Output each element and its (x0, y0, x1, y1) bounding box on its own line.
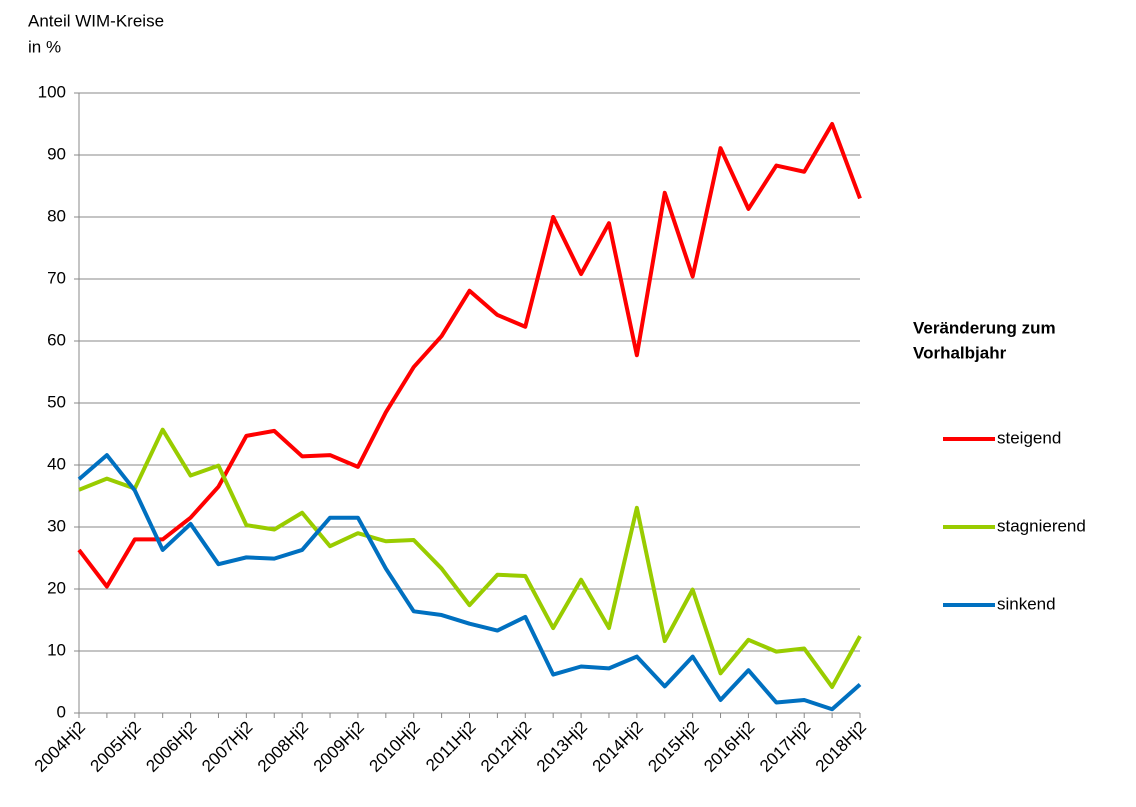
y-tick-label: 10 (47, 640, 66, 659)
y-tick-label: 100 (38, 82, 66, 101)
x-tick-label: 2015Hj2 (644, 718, 702, 776)
x-tick-label: 2012Hj2 (477, 718, 535, 776)
y-tick-label: 50 (47, 392, 66, 411)
x-tick-label: 2010Hj2 (365, 718, 423, 776)
y-axis-label: in % (28, 37, 61, 56)
x-tick-label: 2017Hj2 (756, 718, 814, 776)
legend-label: sinkend (997, 594, 1056, 613)
legend-label: steigend (997, 428, 1061, 447)
x-tick-label: 2009Hj2 (310, 718, 368, 776)
x-tick-label: 2006Hj2 (142, 718, 200, 776)
y-tick-label: 0 (57, 702, 66, 721)
y-tick-label: 90 (47, 144, 66, 163)
x-tick-label: 2005Hj2 (87, 718, 145, 776)
legend-title: Veränderung zum (913, 318, 1056, 337)
y-tick-label: 20 (47, 578, 66, 597)
x-tick-label: 2018Hj2 (812, 718, 870, 776)
x-tick-label: 2013Hj2 (533, 718, 591, 776)
y-axis-label: Anteil WIM-Kreise (28, 11, 164, 30)
x-tick-label: 2007Hj2 (198, 718, 256, 776)
y-tick-label: 30 (47, 516, 66, 535)
legend-title: Vorhalbjahr (913, 343, 1007, 362)
y-tick-label: 80 (47, 206, 66, 225)
x-tick-label: 2008Hj2 (254, 718, 312, 776)
legend-label: stagnierend (997, 516, 1086, 535)
x-tick-label: 2004Hj2 (31, 718, 89, 776)
y-tick-label: 70 (47, 268, 66, 287)
series-line (77, 453, 862, 712)
x-tick-label: 2014Hj2 (589, 718, 647, 776)
series-line (77, 122, 862, 589)
x-tick-label: 2016Hj2 (700, 718, 758, 776)
series-line (78, 427, 862, 689)
y-tick-label: 40 (47, 454, 66, 473)
y-tick-label: 60 (47, 330, 66, 349)
x-tick-label: 2011Hj2 (422, 718, 479, 775)
